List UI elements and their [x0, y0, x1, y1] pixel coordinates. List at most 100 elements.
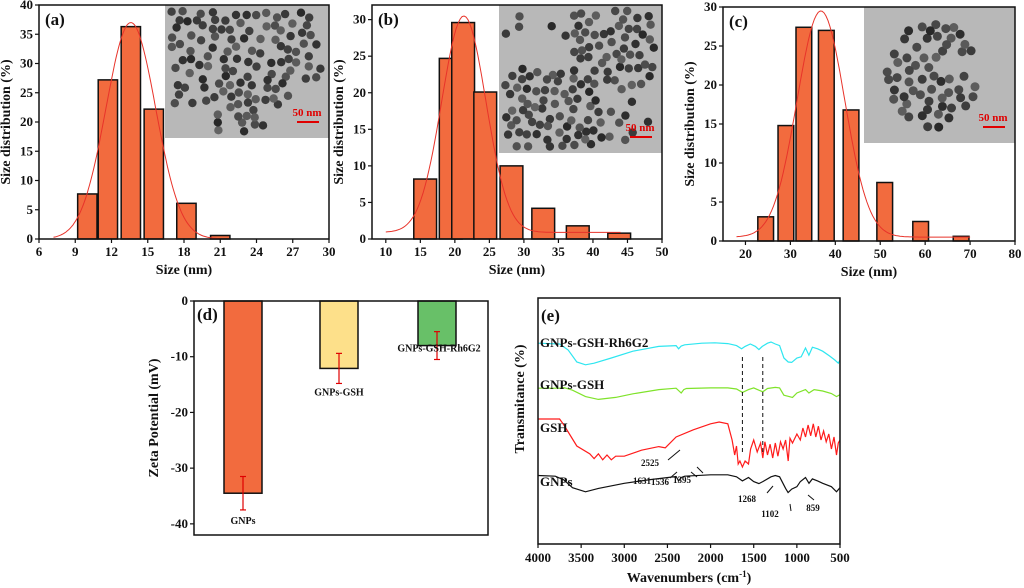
category-label: GNPs-GSH — [314, 387, 364, 398]
nanoparticle — [610, 76, 619, 85]
y-tick-label: 20 — [20, 114, 33, 129]
nanoparticle — [570, 47, 579, 57]
category-label: GNPs-GSH-Rh6G2 — [397, 344, 480, 355]
nanoparticle — [931, 20, 941, 30]
nanoparticle — [902, 53, 912, 63]
nanoparticle — [186, 46, 195, 56]
nanoparticle — [538, 104, 547, 113]
nanoparticle — [627, 97, 637, 107]
nanoparticle — [514, 22, 524, 31]
nanoparticle — [605, 132, 614, 141]
x-tick-label: 70 — [964, 246, 977, 261]
nanoparticle — [195, 60, 204, 70]
nanoparticle — [602, 52, 611, 62]
nanoparticle — [221, 64, 230, 73]
y-tick-label: 5 — [360, 194, 367, 209]
nanoparticle — [242, 111, 251, 121]
nanoparticle — [183, 17, 192, 26]
nanoparticle — [634, 63, 643, 73]
x-tick-label: 50 — [656, 244, 669, 259]
nanoparticle — [233, 100, 243, 109]
histogram-bar — [795, 26, 813, 242]
nanoparticle — [960, 39, 970, 49]
y-tick-label: 30 — [704, 0, 717, 14]
nanoparticle — [583, 75, 592, 84]
nanoparticle — [214, 79, 224, 88]
nanoparticle — [569, 11, 579, 20]
nanoparticle — [586, 101, 595, 111]
nanoparticle — [625, 50, 635, 59]
nanoparticle — [271, 35, 280, 44]
nanoparticle — [569, 74, 578, 83]
annotation-arrow — [669, 471, 678, 479]
nanoparticle — [297, 28, 307, 37]
nanoparticle — [938, 46, 948, 56]
y-tick-label: 25 — [704, 38, 718, 53]
nanoparticle — [269, 94, 278, 103]
y-tick-label: 25 — [20, 85, 34, 100]
nanoparticle — [232, 54, 242, 63]
nanoparticle — [922, 33, 932, 43]
nanoparticle — [245, 26, 254, 36]
annotation-arrow — [690, 471, 698, 478]
nanoparticle — [286, 31, 295, 41]
nanoparticle — [893, 58, 903, 67]
panel-d: GNPs GNPs-GSH GNPs-GSH-Rh6G2 0 -10 -20 -30 -40 Z… — [147, 293, 489, 536]
nanoparticle — [178, 7, 187, 16]
nanoparticle — [889, 49, 899, 59]
nanoparticle — [221, 71, 230, 81]
x-tick-label: 20 — [739, 246, 752, 261]
y-tick-label: 20 — [704, 77, 717, 92]
nanoparticle — [627, 80, 636, 90]
nanoparticle — [302, 21, 312, 30]
nanoparticle — [644, 12, 653, 21]
nanoparticle — [172, 23, 181, 32]
nanoparticle — [283, 45, 292, 54]
nanoparticle — [247, 81, 256, 90]
histogram-bar — [842, 109, 860, 242]
histogram-bar — [499, 165, 524, 240]
panel-label: (c) — [729, 12, 748, 31]
nanoparticle — [621, 135, 630, 145]
nanoparticle — [250, 113, 259, 122]
nanoparticle — [646, 20, 655, 29]
x-tick-label: 18 — [178, 244, 192, 259]
y-tick-label: 5 — [711, 194, 718, 209]
y-tick-label: 25 — [353, 48, 367, 63]
nanoparticle — [501, 81, 510, 90]
nanoparticle — [518, 106, 528, 115]
x-axis-label: Wavenumbers (cm-1) — [627, 569, 752, 586]
nanoparticle — [271, 84, 280, 94]
nanoparticle — [961, 101, 971, 111]
nanoparticle — [208, 43, 217, 52]
nanoparticle — [583, 116, 593, 125]
nanoparticle — [277, 58, 286, 67]
nanoparticle — [902, 99, 912, 109]
nanoparticle — [597, 133, 606, 142]
annotation-arrow — [807, 494, 815, 501]
nanoparticle — [316, 64, 325, 73]
nanoparticle — [522, 130, 531, 139]
nanoparticle — [889, 94, 899, 104]
y-tick-label: 20 — [353, 85, 366, 100]
nanoparticle — [267, 58, 276, 68]
nanoparticle — [574, 130, 583, 140]
nanoparticle — [251, 95, 260, 104]
panel-label: (e) — [541, 306, 560, 325]
nanoparticle — [584, 43, 594, 52]
y-tick-label: 0 — [182, 293, 189, 308]
nanoparticle — [523, 99, 532, 109]
nanoparticle — [628, 128, 637, 137]
nanoparticle — [635, 51, 644, 60]
nanoparticle — [524, 110, 533, 120]
x-tick-label: 2000 — [698, 550, 724, 565]
nanoparticle — [618, 15, 628, 24]
x-tick-label: 2500 — [654, 550, 680, 565]
nanoparticle — [532, 130, 541, 139]
nanoparticle — [281, 72, 290, 81]
nanoparticle — [562, 122, 572, 131]
y-axis-label: Size distribution (%) — [332, 59, 347, 185]
nanoparticle — [585, 87, 594, 97]
nanoparticle — [929, 71, 939, 81]
